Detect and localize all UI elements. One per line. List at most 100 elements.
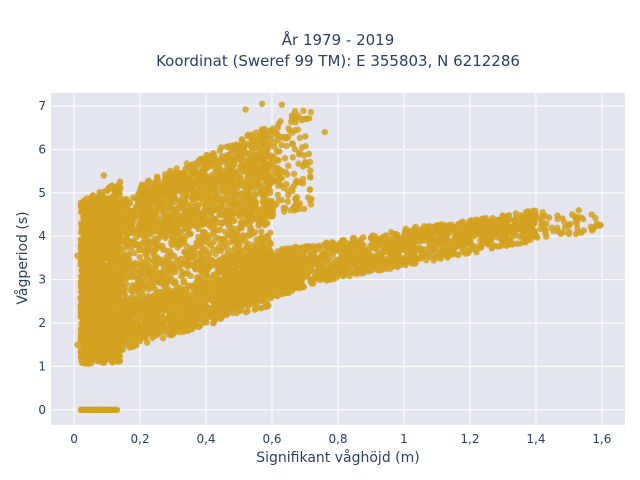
data-point [305,243,312,250]
data-point [247,230,255,238]
data-point [384,244,391,251]
data-point [124,330,131,338]
data-point [123,210,130,218]
data-point [253,243,261,250]
data-point [349,268,356,275]
data-point [238,137,246,144]
data-point [184,257,192,264]
data-point [257,305,264,312]
data-point [158,310,165,318]
data-point [180,279,187,286]
data-point [263,280,270,287]
data-point [246,241,253,248]
data-point [233,230,241,237]
data-point [406,258,414,266]
data-point [195,323,202,331]
data-point [221,303,229,311]
data-point [203,234,210,241]
data-point [373,242,380,249]
data-point [321,264,328,271]
data-point [177,298,184,305]
data-point [194,239,202,246]
data-point [424,251,431,259]
data-point [214,263,221,270]
data-point [439,251,447,258]
data-point [167,273,174,280]
data-point [350,260,358,267]
data-point [260,155,268,163]
data-point [253,236,260,243]
data-point [267,248,274,255]
data-point [210,319,217,326]
data-point [244,283,251,291]
data-point [206,250,213,257]
data-point [167,233,175,240]
data-point [219,269,226,276]
data-point [258,262,265,269]
data-point [251,306,259,313]
data-point [238,300,246,308]
data-point [382,232,389,240]
data-point [239,263,246,271]
data-point [389,252,396,259]
data-point [138,269,145,277]
data-point [264,220,271,227]
data-point [199,313,206,320]
data-point [153,243,160,251]
data-point [330,261,337,268]
data-point [233,279,240,286]
data-point [477,244,485,251]
data-point [189,295,197,302]
data-point [206,256,213,263]
data-point [255,222,262,229]
data-point [215,235,223,242]
data-point [130,207,137,214]
data-point [504,240,511,247]
data-point [354,251,361,258]
data-point [209,246,217,253]
data-point [122,256,130,263]
data-point [245,221,252,228]
data-point [236,293,243,301]
data-point [214,180,222,187]
data-point [157,269,164,276]
data-point [327,272,334,279]
data-point [258,228,265,235]
data-point [212,250,219,258]
data-point [305,269,312,276]
data-point [220,277,227,284]
data-point [160,246,167,253]
data-point [267,294,275,302]
data-point [150,251,157,259]
data-point [312,269,319,276]
data-point [226,270,233,277]
data-point [168,315,176,322]
data-point [371,263,378,270]
data-point [229,309,236,317]
data-point [192,265,199,273]
data-point [146,244,153,251]
data-point [266,259,273,267]
data-point [207,312,214,319]
data-point [314,243,321,250]
data-point [359,248,367,256]
data-point [144,275,151,282]
data-point [220,290,227,297]
data-point [155,235,162,242]
data-point [273,259,281,266]
data-point [239,232,246,239]
data-point [139,331,146,338]
data-point [163,325,170,332]
data-point [163,253,170,261]
data-point [194,194,201,201]
data-point [360,269,367,277]
data-point [339,237,346,244]
data-point [254,284,262,291]
data-point [323,255,331,263]
data-point [187,317,194,325]
data-point [349,238,357,245]
data-point [199,229,207,236]
data-point [294,253,301,260]
data-point [251,190,259,198]
data-point [285,283,292,290]
